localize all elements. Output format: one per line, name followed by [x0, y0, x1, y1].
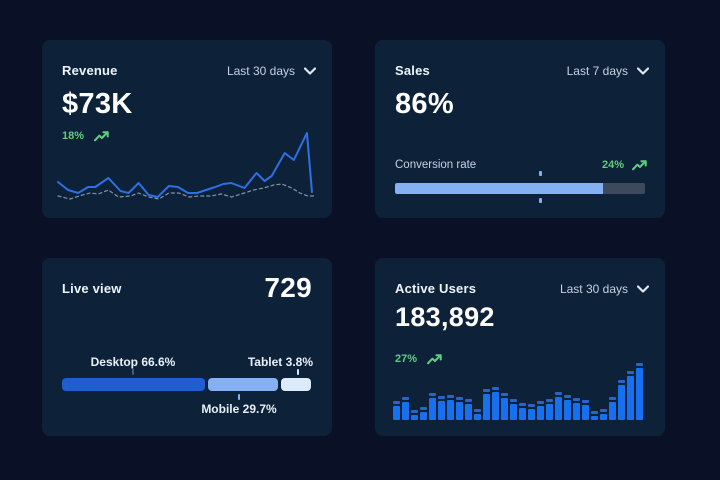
active-users-bar-chart — [393, 360, 643, 420]
active-users-range-label: Last 30 days — [559, 281, 628, 296]
bar — [411, 410, 418, 420]
conversion-rate-row: Conversion rate 24% — [395, 159, 647, 171]
bar — [519, 403, 526, 420]
conversion-progress — [395, 171, 645, 203]
bar — [501, 393, 508, 420]
active-users-delta-value: 27% — [395, 353, 418, 365]
progress-marker-bottom — [539, 198, 542, 203]
bar — [609, 397, 616, 420]
bar — [402, 397, 409, 420]
desktop-tick — [132, 369, 134, 375]
bar — [600, 409, 607, 420]
revenue-card-header: Revenue Last 30 days — [62, 63, 316, 78]
sales-range-label: Last 7 days — [566, 63, 628, 78]
live-view-card-header: Live view — [62, 281, 316, 296]
bar — [429, 393, 436, 420]
bar — [618, 380, 625, 420]
mobile-segment — [208, 378, 278, 391]
conversion-rate-label: Conversion rate — [395, 159, 477, 171]
tablet-tick — [297, 369, 299, 375]
active-users-card-title: Active Users — [395, 281, 477, 296]
active-users-card-header: Active Users Last 30 days — [395, 281, 649, 296]
bar — [438, 396, 445, 420]
sales-card: Sales Last 7 days 86% Conversion rate 24… — [375, 40, 665, 218]
tablet-segment — [281, 378, 311, 391]
revenue-delta-row: 18% — [62, 130, 109, 142]
bar — [537, 401, 544, 420]
live-view-card-title: Live view — [62, 281, 122, 296]
chevron-down-icon[interactable] — [637, 66, 649, 75]
mobile-segment-label: Mobile 29.7% — [201, 402, 277, 416]
revenue-card: Revenue Last 30 days $73K 18% — [42, 40, 332, 218]
active-users-card: Active Users Last 30 days 183,892 27% — [375, 258, 665, 436]
active-users-delta-row: 27% — [395, 353, 442, 365]
bar — [474, 409, 481, 420]
desktop-segment-label: Desktop 66.6% — [90, 355, 176, 369]
chevron-down-icon[interactable] — [637, 284, 649, 293]
bar — [555, 392, 562, 420]
live-view-card: Live view 729 Desktop 66.6% Tablet 3.8% … — [42, 258, 332, 436]
bar — [510, 399, 517, 420]
bar — [465, 399, 472, 420]
progress-marker-top — [539, 171, 542, 176]
desktop-segment — [62, 378, 205, 391]
sales-delta: 24% — [602, 159, 647, 171]
bar — [582, 400, 589, 420]
bar — [591, 411, 598, 420]
bar — [492, 387, 499, 420]
trending-up-icon — [427, 353, 442, 365]
active-users-value: 183,892 — [395, 302, 495, 332]
trending-up-icon — [632, 159, 647, 171]
tablet-segment-label: Tablet 3.8% — [247, 355, 313, 369]
progress-fill — [395, 183, 603, 194]
revenue-range-dropdown[interactable]: Last 30 days — [227, 64, 316, 78]
chevron-down-icon[interactable] — [304, 66, 316, 75]
revenue-line-chart — [56, 132, 316, 200]
device-stacked-bar — [62, 378, 311, 391]
sales-card-header: Sales Last 7 days — [395, 63, 649, 78]
revenue-delta-value: 18% — [62, 130, 85, 142]
mobile-tick — [238, 394, 240, 400]
bar — [528, 404, 535, 420]
bar — [447, 395, 454, 420]
revenue-value: $73K — [62, 88, 133, 120]
bar — [546, 399, 553, 420]
bar — [627, 371, 634, 420]
bar — [564, 395, 571, 420]
sales-delta-value: 24% — [601, 159, 624, 171]
live-view-value: 729 — [264, 272, 312, 303]
progress-track — [395, 183, 645, 194]
revenue-range-label: Last 30 days — [226, 63, 295, 78]
bar — [636, 363, 643, 420]
sales-card-title: Sales — [395, 63, 430, 78]
sales-range-dropdown[interactable]: Last 7 days — [567, 64, 649, 78]
revenue-card-title: Revenue — [62, 63, 118, 78]
bar — [573, 398, 580, 420]
sales-value: 86% — [395, 88, 454, 120]
bar — [456, 397, 463, 420]
trending-up-icon — [94, 130, 109, 142]
active-users-range-dropdown[interactable]: Last 30 days — [560, 282, 649, 296]
bar — [483, 389, 490, 420]
bar — [420, 407, 427, 420]
bar — [393, 401, 400, 420]
